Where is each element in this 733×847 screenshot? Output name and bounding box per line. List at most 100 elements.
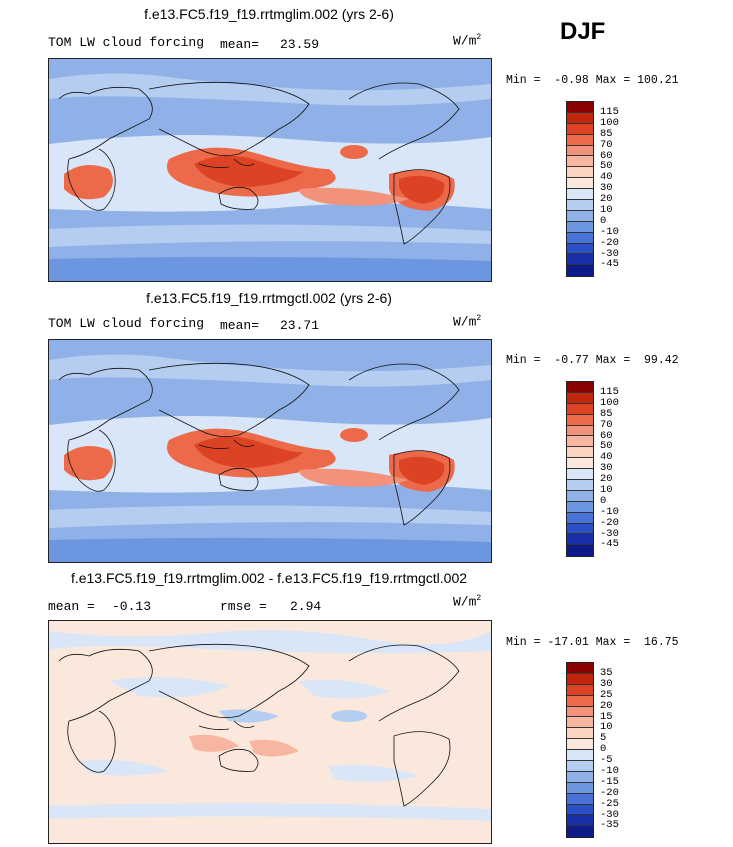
panel2-mean-label: mean= xyxy=(220,318,260,333)
colorbar-swatch xyxy=(567,414,593,426)
panel2-map xyxy=(48,339,492,563)
colorbar-swatch xyxy=(567,826,593,838)
colorbar-label: 25 xyxy=(600,688,613,701)
panel3-rmse-label: rmse = xyxy=(220,599,267,614)
colorbar-swatch xyxy=(567,728,593,740)
colorbar-swatch xyxy=(567,545,593,557)
colorbar-label: 100 xyxy=(600,396,619,409)
colorbar-swatch xyxy=(567,771,593,783)
colorbar-swatch xyxy=(567,804,593,816)
colorbar-swatch xyxy=(567,102,593,113)
colorbar-swatch xyxy=(567,782,593,794)
colorbar-label: 115 xyxy=(600,106,619,118)
colorbar-label: 30 xyxy=(600,462,613,475)
colorbar-swatch xyxy=(567,469,593,481)
colorbar-swatch xyxy=(567,436,593,448)
colorbar-label: -25 xyxy=(600,797,619,810)
colorbar-label: -45 xyxy=(600,538,619,551)
panel3-minmax: Min = -17.01 Max = 16.75 xyxy=(506,636,679,649)
panel1-map xyxy=(48,58,492,282)
colorbar-label: 60 xyxy=(600,429,613,442)
colorbar-label: -35 xyxy=(600,819,619,832)
colorbar-swatch xyxy=(567,663,593,674)
colorbar-label: 85 xyxy=(600,407,613,420)
colorbar-swatch xyxy=(567,403,593,415)
panel3-map xyxy=(48,620,492,844)
colorbar-label: -10 xyxy=(600,225,619,238)
colorbar-swatch xyxy=(567,512,593,524)
colorbar-swatch xyxy=(567,695,593,707)
panel1-title: f.e13.FC5.f19_f19.rrtmglim.002 (yrs 2-6) xyxy=(144,6,394,22)
panel1-variable: TOM LW cloud forcing xyxy=(48,35,205,50)
colorbar-label: 100 xyxy=(600,116,619,129)
colorbar-swatch xyxy=(567,243,593,255)
colorbar-swatch xyxy=(567,815,593,827)
colorbar-swatch xyxy=(567,761,593,772)
panel2-minmax: Min = -0.77 Max = 99.42 xyxy=(506,354,679,367)
panel3-mean-value: -0.13 xyxy=(112,599,152,614)
colorbar-swatch xyxy=(567,178,593,190)
colorbar-label: 15 xyxy=(600,710,613,723)
colorbar-label: 50 xyxy=(600,440,613,453)
colorbar-label: 115 xyxy=(600,386,619,398)
panel1-mean-label: mean= xyxy=(220,37,260,52)
colorbar-swatch xyxy=(567,254,593,266)
panel1-map-svg xyxy=(49,59,491,281)
colorbar-swatch xyxy=(567,134,593,146)
colorbar-swatch xyxy=(567,706,593,718)
colorbar-label: 20 xyxy=(600,193,613,206)
colorbar-label: 10 xyxy=(600,721,613,734)
colorbar-swatch xyxy=(567,501,593,513)
colorbar-swatch xyxy=(567,673,593,685)
colorbar-label: -20 xyxy=(600,236,619,249)
panel2-mean-value: 23.71 xyxy=(280,318,320,333)
colorbar-label: 20 xyxy=(600,699,613,712)
colorbar-swatch xyxy=(567,265,593,277)
colorbar-swatch xyxy=(567,447,593,459)
colorbar-swatch xyxy=(567,382,593,393)
colorbar-label: 0 xyxy=(600,494,607,507)
colorbar-swatch xyxy=(567,490,593,502)
colorbar-label: 70 xyxy=(600,138,613,151)
colorbar-swatch xyxy=(567,210,593,222)
panel1-minmax: Min = -0.98 Max = 100.21 xyxy=(506,74,679,87)
colorbar-label: -20 xyxy=(600,786,619,799)
colorbar-label: 50 xyxy=(600,160,613,173)
colorbar-swatch xyxy=(567,458,593,470)
colorbar-swatch xyxy=(567,112,593,124)
colorbar-label: -30 xyxy=(600,808,619,821)
colorbar-swatch xyxy=(567,717,593,729)
panel2-variable: TOM LW cloud forcing xyxy=(48,316,205,331)
colorbar-label: 40 xyxy=(600,451,613,464)
colorbar-label: 0 xyxy=(600,214,607,227)
colorbar-swatch xyxy=(567,189,593,201)
panel3-title: f.e13.FC5.f19_f19.rrtmglim.002 - f.e13.F… xyxy=(70,570,468,586)
colorbar-label: -15 xyxy=(600,775,619,788)
panel2-units: W/m2 xyxy=(453,314,482,330)
colorbar-swatch xyxy=(567,739,593,751)
colorbar-label: 85 xyxy=(600,127,613,140)
colorbar-label: 10 xyxy=(600,484,613,497)
panel2-map-svg xyxy=(49,340,491,562)
panel3-rmse-value: 2.94 xyxy=(290,599,322,614)
colorbar-swatch xyxy=(567,534,593,546)
colorbar-label: -10 xyxy=(600,505,619,518)
panel2-colorbar-labels: 115 100 85 70 60 50 40 30 20 10 0 -10 -20 -30 -45 xyxy=(600,387,619,550)
colorbar-swatch xyxy=(567,523,593,535)
colorbar-swatch xyxy=(567,123,593,135)
colorbar-swatch xyxy=(567,200,593,211)
colorbar-swatch xyxy=(567,480,593,491)
colorbar-label: -45 xyxy=(600,258,619,271)
panel2-title: f.e13.FC5.f19_f19.rrtmgctl.002 (yrs 2-6) xyxy=(146,290,392,306)
colorbar-swatch xyxy=(567,221,593,233)
colorbar-swatch xyxy=(567,392,593,404)
colorbar-label: 30 xyxy=(600,182,613,195)
colorbar-swatch xyxy=(567,684,593,696)
colorbar-label: 70 xyxy=(600,418,613,431)
season-label: DJF xyxy=(560,18,606,45)
colorbar-swatch xyxy=(567,425,593,437)
panel1-units: W/m2 xyxy=(453,33,482,49)
panel3-colorbar-labels: 35 30 25 20 15 10 5 0 -5 -10 -15 -20 -25 -30 -35 xyxy=(600,668,619,831)
panel1-colorbar xyxy=(566,101,594,278)
colorbar-label: 35 xyxy=(600,667,613,679)
